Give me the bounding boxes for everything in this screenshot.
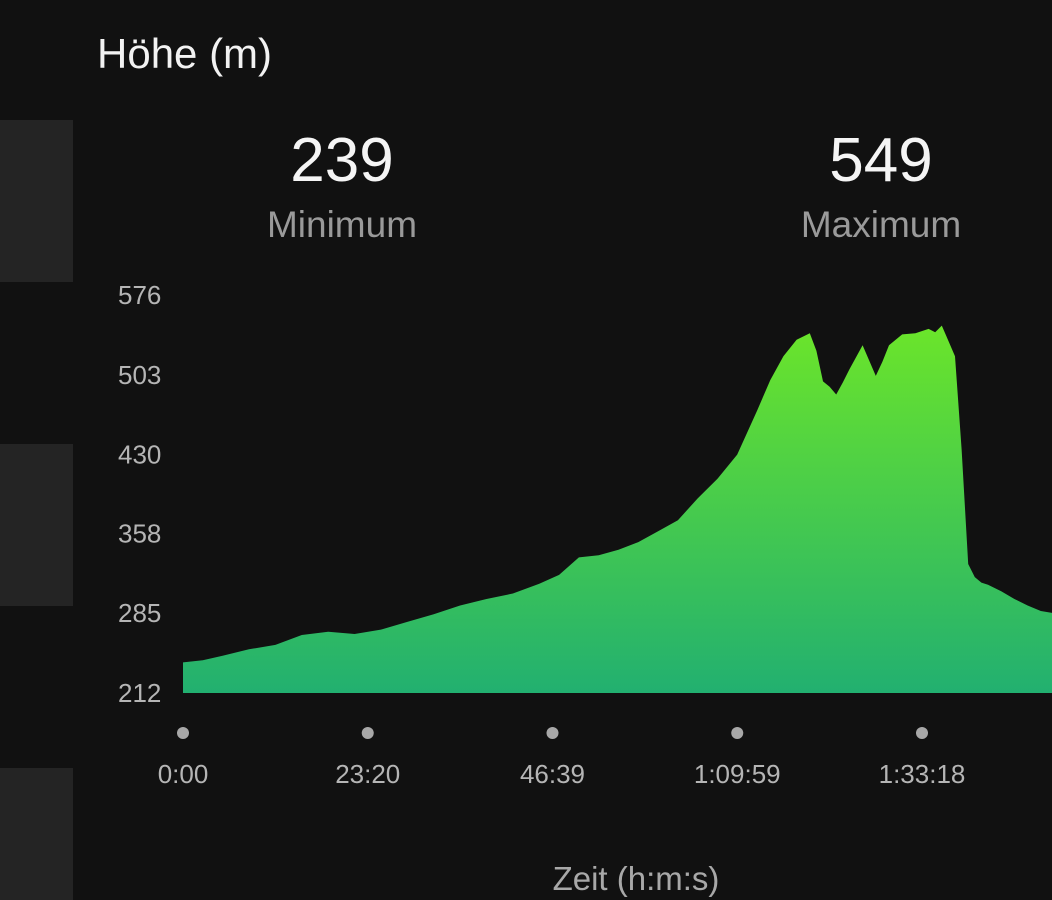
x-axis-label: Zeit (h:m:s) <box>553 860 720 897</box>
side-tab-2[interactable] <box>0 444 73 606</box>
maximum-stat: 549 Maximum <box>751 126 1011 245</box>
y-axis-ticks: 212 285 358 430 503 576 <box>118 280 161 708</box>
y-tick-label: 576 <box>118 280 161 310</box>
minimum-label: Minimum <box>266 204 418 245</box>
x-tick-label: 23:20 <box>335 759 400 789</box>
y-tick-label: 358 <box>118 518 161 548</box>
x-tick-label: 46:39 <box>520 759 585 789</box>
x-tick-dot <box>361 727 374 739</box>
elevation-area <box>183 325 1052 693</box>
maximum-label: Maximum <box>800 204 962 245</box>
y-tick-label: 285 <box>118 598 161 628</box>
x-tick-dot <box>916 727 928 739</box>
x-tick-label: 1:09:59 <box>694 759 781 789</box>
x-tick-dot <box>731 727 744 739</box>
x-tick-dot <box>177 727 189 739</box>
maximum-value: 549 <box>829 126 933 195</box>
side-tab-3[interactable] <box>0 768 73 900</box>
y-tick-label: 212 <box>118 678 161 708</box>
minimum-value: 239 <box>290 126 394 195</box>
y-tick-label: 503 <box>118 360 161 390</box>
x-tick-dot <box>546 727 559 739</box>
chart-title: Höhe (m) <box>97 30 273 77</box>
side-tab-1[interactable] <box>0 120 73 282</box>
minimum-stat: 239 Minimum <box>212 126 472 245</box>
x-tick-label: 1:33:18 <box>879 759 966 789</box>
y-tick-label: 430 <box>118 440 161 470</box>
x-tick-label: 0:00 <box>158 759 209 789</box>
